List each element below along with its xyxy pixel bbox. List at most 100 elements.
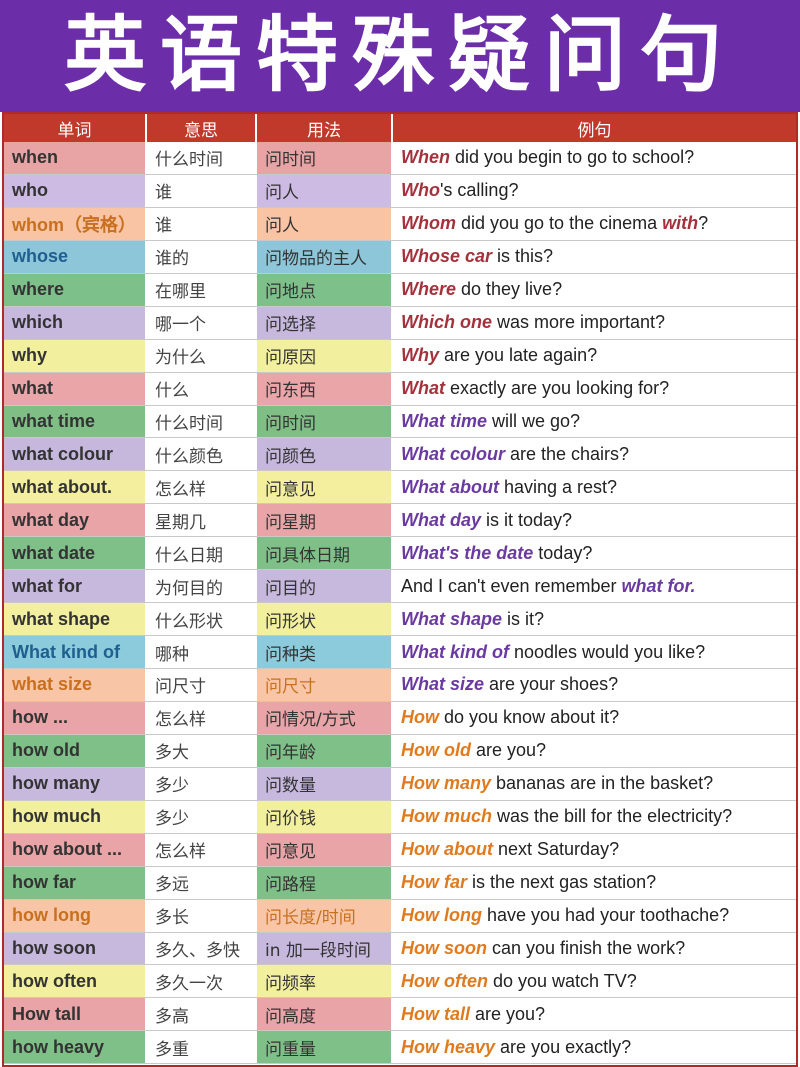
meaning-cell: 什么时间	[147, 405, 257, 438]
table-row: how about ... 怎么样 问意见 How about next Saturda…	[4, 833, 796, 867]
word-cell: whose	[4, 240, 147, 273]
usage-cell: 问时间	[257, 405, 393, 438]
meaning-cell: 问尺寸	[147, 669, 257, 701]
table-row: when 什么时间 问时间 When did you begin to go to sc…	[4, 142, 796, 175]
example-cell: When did you begin to go to school?	[393, 142, 796, 174]
table-row: how soon 多久、多快 in 加一段时间 How soon can you fin…	[4, 932, 796, 966]
table-row: how many 多少 问数量 How many bananas are in the …	[4, 767, 796, 801]
word-cell: why	[4, 339, 147, 372]
example-cell: Who's calling?	[393, 174, 796, 207]
word-cell: how old	[4, 734, 147, 767]
usage-cell: 问人	[257, 174, 393, 207]
example-text: 's calling?	[439, 180, 519, 201]
header-example: 例句	[577, 120, 612, 141]
example-cell: How long have you had your toothache?	[393, 899, 796, 932]
meaning-cell: 为何目的	[147, 570, 257, 603]
usage-cell: 问高度	[257, 998, 393, 1031]
word-cell: what about.	[4, 471, 147, 504]
example-keyword: Which one	[401, 312, 492, 333]
example-cell: What size are your shoes?	[393, 669, 796, 701]
usage-cell: 问年龄	[257, 734, 393, 767]
usage-cell: 问时间	[257, 142, 393, 174]
word-cell: What kind of	[4, 636, 147, 668]
usage-cell: 问颜色	[257, 438, 393, 471]
example-text: do they live?	[461, 279, 563, 300]
word-cell: when	[4, 142, 147, 174]
example-text: did you go to the cinema	[460, 213, 658, 234]
table-row: what shape 什么形状 问形状 What shape is it?	[4, 603, 796, 637]
example-text: are you?	[475, 1003, 546, 1024]
table-row: whose 谁的 问物品的主人 Whose car is this?	[4, 240, 796, 274]
usage-cell: 问路程	[257, 866, 393, 899]
example-keyword: How tall	[401, 1003, 471, 1024]
meaning-cell: 什么时间	[147, 142, 257, 174]
table-body: when 什么时间 问时间 When did you begin to go to sc…	[4, 142, 796, 1065]
meaning-cell: 什么	[147, 372, 257, 405]
example-keyword: How heavy	[401, 1036, 496, 1057]
example-text: is it?	[507, 608, 545, 629]
meaning-cell: 多少	[147, 800, 257, 833]
meaning-cell: 多少	[147, 767, 257, 800]
example-cell: How much was the bill for the electricity…	[393, 800, 796, 833]
usage-cell: 问星期	[257, 504, 393, 537]
example-text: is the next gas station?	[472, 872, 657, 893]
usage-cell: 问情况/方式	[257, 701, 393, 734]
example-text: are you?	[476, 740, 547, 761]
header-meaning: 意思	[147, 114, 257, 142]
example-text: And I can't even remember	[401, 575, 617, 596]
example-text: do you watch TV?	[493, 970, 637, 991]
meaning-cell: 谁	[147, 207, 257, 240]
example-keyword: What about	[401, 476, 499, 497]
meaning-cell: 哪种	[147, 636, 257, 668]
meaning-cell: 多久、多快	[147, 932, 257, 965]
table-row: how ... 怎么样 问情况/方式 How do you know about it?	[4, 701, 796, 735]
example-keyword: What colour	[401, 443, 505, 464]
example-cell: Whose car is this?	[393, 240, 796, 273]
example-cell: How often do you watch TV?	[393, 965, 796, 998]
meaning-cell: 多远	[147, 866, 257, 899]
question-words-table: 单词 意思 用法 例句 when 什么时间 问时间 When did you begin…	[2, 112, 798, 1067]
word-cell: how far	[4, 866, 147, 899]
meaning-cell: 哪一个	[147, 306, 257, 339]
word-cell: what colour	[4, 438, 147, 471]
example-cell: What's the date today?	[393, 537, 796, 570]
word-cell: how soon	[4, 932, 147, 965]
meaning-cell: 谁	[147, 174, 257, 207]
word-cell: what size	[4, 669, 147, 701]
example-cell: How many bananas are in the basket?	[393, 767, 796, 800]
example-keyword: How much	[401, 806, 493, 827]
example-text: will we go?	[492, 410, 581, 431]
usage-cell: 问具体日期	[257, 537, 393, 570]
example-keyword: How far	[401, 872, 468, 893]
example-text: have you had your toothache?	[486, 905, 730, 926]
meaning-cell: 星期几	[147, 504, 257, 537]
meaning-cell: 什么颜色	[147, 438, 257, 471]
example-text: ?	[698, 213, 709, 234]
table-row: whom（宾格）谁问人 Whom did you go to the cinema w…	[4, 207, 796, 241]
example-text: do you know about it?	[444, 707, 620, 728]
example-cell: Why are you late again?	[393, 339, 796, 372]
usage-cell: 问形状	[257, 603, 393, 636]
example-keyword: How	[401, 707, 439, 728]
word-cell: how heavy	[4, 1031, 147, 1064]
meaning-cell: 怎么样	[147, 471, 257, 504]
meaning-cell: 多长	[147, 899, 257, 932]
example-cell: How do you know about it?	[393, 701, 796, 734]
example-text: is it today?	[486, 509, 573, 530]
example-keyword: Why	[401, 345, 439, 366]
table-row: where 在哪里 问地点 Where do they live?	[4, 273, 796, 307]
word-cell: whom（宾格）	[4, 207, 147, 240]
word-cell: how about ...	[4, 833, 147, 866]
word-cell: what time	[4, 405, 147, 438]
meaning-cell: 什么形状	[147, 603, 257, 636]
example-text: next Saturday?	[498, 839, 620, 860]
example-keyword: What size	[401, 674, 485, 695]
meaning-cell: 怎么样	[147, 833, 257, 866]
example-keyword: How about	[401, 839, 493, 860]
example-cell: What shape is it?	[393, 603, 796, 636]
example-cell: Whom did you go to the cinema with?	[393, 207, 796, 240]
table-row: how often 多久一次 问频率 How often do you watch TV…	[4, 965, 796, 999]
meaning-cell: 多久一次	[147, 965, 257, 998]
usage-cell: 问地点	[257, 273, 393, 306]
example-cell: How tall are you?	[393, 998, 796, 1031]
